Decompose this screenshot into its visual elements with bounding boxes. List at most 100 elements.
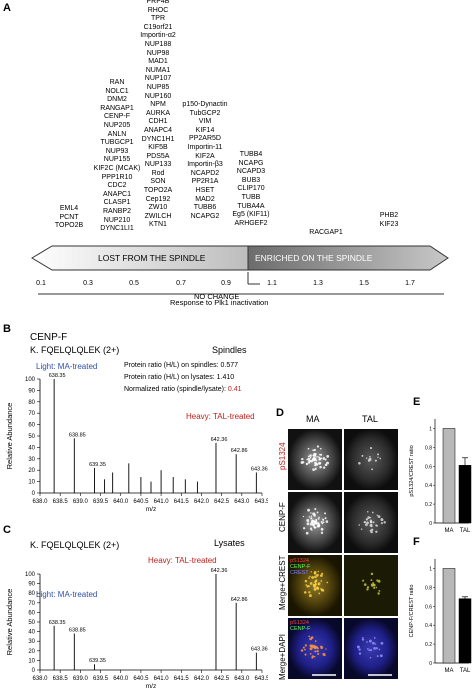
kinetochore-spot bbox=[307, 457, 311, 461]
y-tick-label: 0.8 bbox=[425, 585, 432, 591]
kinetochore-spot bbox=[322, 521, 325, 523]
kinetochore-spot bbox=[371, 468, 374, 471]
kinetochore-spot bbox=[309, 637, 313, 641]
kinetochore-spot bbox=[313, 448, 316, 452]
kinetochore-spot bbox=[375, 647, 378, 650]
gene: MAD1 bbox=[148, 58, 168, 66]
y-tick-label: 0.2 bbox=[425, 642, 432, 648]
no-change-bracket bbox=[38, 272, 444, 295]
kinetochore-spot bbox=[310, 512, 312, 514]
x-tick-label: 642.5 bbox=[214, 499, 230, 505]
axis-tick: 0.5 bbox=[129, 280, 139, 287]
peak-label: 639.35 bbox=[89, 658, 106, 664]
peak-label: 638.35 bbox=[49, 620, 66, 626]
kinetochore-spot bbox=[314, 508, 317, 511]
kinetochore-spot bbox=[311, 644, 314, 647]
kinetochore-spot bbox=[302, 646, 305, 649]
protein-title: CENP-F bbox=[30, 332, 68, 343]
gene: KIF23 bbox=[379, 220, 399, 228]
kinetochore-spot bbox=[324, 512, 327, 515]
gene: PP2R1A bbox=[191, 178, 219, 186]
ratio-value-2: 1.410 bbox=[216, 374, 235, 381]
y-tick-label: 0.2 bbox=[425, 502, 432, 508]
kinetochore-spot bbox=[326, 461, 329, 465]
bar bbox=[442, 568, 456, 664]
peak-label: 639.35 bbox=[89, 462, 106, 468]
arrow-right-label: ENRICHED ON THE SPINDLE bbox=[255, 253, 373, 263]
dapi-overlay-labels: pS1324 CENP-F bbox=[290, 620, 311, 632]
x-axis-label: m/z bbox=[146, 506, 156, 513]
x-tick-label: 642.0 bbox=[194, 499, 210, 505]
kinetochore-spot bbox=[373, 586, 376, 590]
peak-label: 638.85 bbox=[69, 432, 86, 438]
x-tick-label: 638.5 bbox=[53, 676, 69, 682]
y-tick-label: 1 bbox=[429, 426, 432, 432]
kinetochore-spot bbox=[310, 515, 313, 517]
kinetochore-spot bbox=[316, 649, 319, 653]
panel-label-f: F bbox=[413, 536, 420, 548]
x-tick-label: 643.0 bbox=[234, 676, 250, 682]
heavy-label-b: Heavy: TAL-treated bbox=[186, 412, 255, 421]
x-tick-label: 643.5 bbox=[254, 676, 268, 682]
gene: CENP-F bbox=[103, 113, 131, 121]
gene: NCAPD3 bbox=[236, 168, 266, 176]
kinetochore-spot bbox=[377, 592, 380, 595]
no-change-label: NO CHANGE bbox=[194, 292, 240, 301]
kinetochore-spot bbox=[313, 458, 317, 461]
kinetochore-spot bbox=[356, 645, 360, 649]
gene: RANBP2 bbox=[102, 207, 131, 215]
spectrum-spindles: 0 10 20 30 40 50 60 70 80 90 100 638.0 638.5 639.0 639… bbox=[5, 373, 268, 513]
kinetochore-spot bbox=[308, 635, 311, 638]
gene: DYNC1LI1 bbox=[100, 225, 134, 233]
kinetochore-spot bbox=[366, 641, 368, 643]
y-tick-label: 80 bbox=[28, 400, 35, 406]
kinetochore-spot bbox=[312, 524, 315, 527]
y-tick-label: 50 bbox=[28, 620, 35, 626]
kinetochore-spot bbox=[366, 588, 369, 591]
gene: CLASP1 bbox=[103, 199, 131, 207]
x-axis-label: m/z bbox=[146, 683, 156, 690]
gene: RANGAP1 bbox=[100, 104, 134, 112]
ratio-line-3: Normalized ratio (spindle/lysate): 0.41 bbox=[124, 386, 242, 393]
gene-column-7: PHB2 KIF23 bbox=[374, 212, 404, 229]
kinetochore-spot bbox=[312, 449, 315, 452]
light-label-c: Light: MA-treated bbox=[36, 590, 98, 599]
peptide-label-c: K. FQELQLQLEK (2+) bbox=[30, 540, 120, 550]
gene: NUP160 bbox=[144, 92, 172, 100]
kinetochore-spot bbox=[302, 515, 305, 518]
axis-tick: 1.5 bbox=[359, 280, 369, 287]
kinetochore-spot bbox=[304, 648, 306, 651]
kinetochore-spot bbox=[367, 459, 371, 462]
x-tick-label: 640.5 bbox=[133, 676, 149, 682]
bar bbox=[458, 598, 472, 664]
kinetochore-spot bbox=[301, 457, 304, 461]
kinetochore-spot bbox=[372, 641, 375, 645]
kinetochore-spot bbox=[366, 586, 370, 589]
kinetochore-spot bbox=[377, 579, 381, 583]
kinetochore-spot bbox=[312, 468, 316, 472]
gene: TUBB bbox=[241, 193, 261, 201]
kinetochore-spot bbox=[370, 572, 374, 576]
kinetochore-spot bbox=[326, 581, 329, 584]
kinetochore-spot bbox=[320, 580, 323, 582]
y-tick-label: 90 bbox=[28, 582, 35, 588]
kinetochore-spot bbox=[316, 445, 320, 448]
x-tick-label: 639.0 bbox=[73, 676, 89, 682]
gene: NUP85 bbox=[146, 83, 170, 91]
gene: Importin-11 bbox=[187, 143, 223, 151]
x-tick-label: 643.5 bbox=[254, 499, 268, 505]
category-label: TAL bbox=[460, 528, 471, 534]
y-tick-label: 20 bbox=[28, 649, 35, 655]
y-tick-label: 0.8 bbox=[425, 445, 432, 451]
kinetochore-spot bbox=[306, 519, 310, 522]
y-tick-label: 10 bbox=[28, 658, 35, 664]
ratio-value-1: 0.577 bbox=[220, 362, 239, 369]
kinetochore-spot bbox=[358, 524, 361, 526]
y-axis-label: Relative Abundance bbox=[5, 403, 14, 470]
gene: TPR bbox=[151, 15, 165, 23]
kinetochore-spot bbox=[325, 648, 327, 650]
kinetochore-spot bbox=[313, 587, 317, 591]
y-tick-label: 20 bbox=[28, 468, 35, 474]
panel-label-b: B bbox=[3, 323, 11, 335]
gene: BUB3 bbox=[241, 176, 261, 184]
